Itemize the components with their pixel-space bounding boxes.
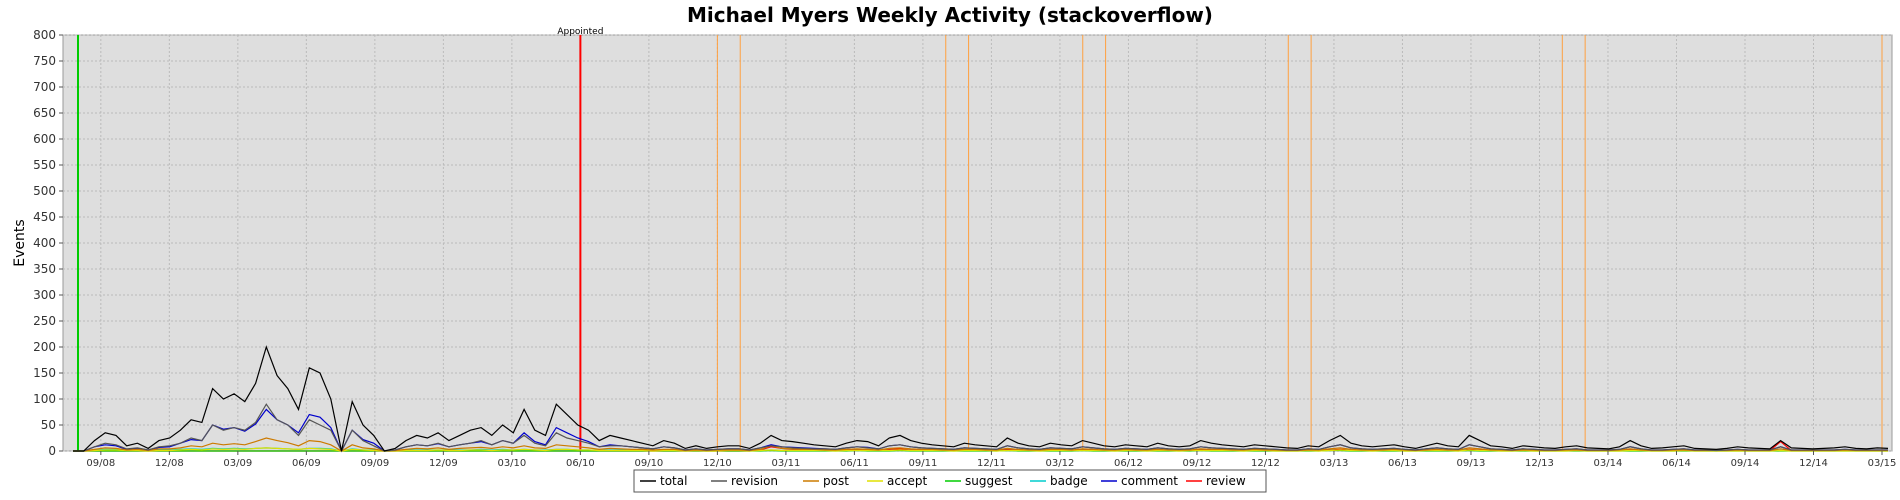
x-axis-ticks: 09/08 12/08 03/09 06/09 09/09 12/09 03/10 06/10… bbox=[86, 451, 1896, 469]
y-tick-label: 200 bbox=[33, 340, 56, 354]
y-tick-label: 650 bbox=[33, 106, 56, 120]
legend-label-accept: accept bbox=[887, 474, 928, 488]
x-tick-label: 06/14 bbox=[1662, 458, 1691, 469]
x-tick-label: 06/11 bbox=[840, 458, 869, 469]
x-tick-label: 06/10 bbox=[566, 458, 595, 469]
y-axis-ticks: 0 50 100 150 200 250 300 350 400 450 500 550 600 650 7… bbox=[33, 28, 63, 458]
x-tick-label: 03/12 bbox=[1046, 458, 1075, 469]
legend: total revision post accept suggest badge comme… bbox=[633, 469, 1267, 493]
y-tick-label: 100 bbox=[33, 392, 56, 406]
legend-label-review: review bbox=[1206, 474, 1246, 488]
y-tick-label: 800 bbox=[33, 28, 56, 42]
x-tick-label: 12/14 bbox=[1799, 458, 1828, 469]
x-tick-label: 09/13 bbox=[1457, 458, 1486, 469]
y-tick-label: 600 bbox=[33, 132, 56, 146]
x-tick-label: 03/10 bbox=[497, 458, 526, 469]
y-tick-label: 150 bbox=[33, 366, 56, 380]
x-tick-label: 06/09 bbox=[292, 458, 321, 469]
x-tick-label: 06/13 bbox=[1388, 458, 1417, 469]
x-tick-label: 09/08 bbox=[86, 458, 115, 469]
y-tick-label: 450 bbox=[33, 210, 56, 224]
legend-label-suggest: suggest bbox=[965, 474, 1013, 488]
x-tick-label: 03/14 bbox=[1594, 458, 1623, 469]
x-tick-label: 03/15 bbox=[1868, 458, 1897, 469]
x-tick-label: 03/09 bbox=[223, 458, 252, 469]
x-tick-label: 09/10 bbox=[634, 458, 663, 469]
legend-label-badge: badge bbox=[1050, 474, 1088, 488]
y-tick-label: 250 bbox=[33, 314, 56, 328]
legend-label-revision: revision bbox=[731, 474, 778, 488]
y-tick-label: 50 bbox=[41, 418, 56, 432]
y-tick-label: 500 bbox=[33, 184, 56, 198]
y-tick-label: 300 bbox=[33, 288, 56, 302]
x-tick-label: 06/12 bbox=[1114, 458, 1143, 469]
y-tick-label: 350 bbox=[33, 262, 56, 276]
y-tick-label: 0 bbox=[48, 444, 56, 458]
series-line-revision bbox=[73, 403, 1888, 453]
x-tick-label: 09/12 bbox=[1183, 458, 1212, 469]
legend-label-post: post bbox=[823, 474, 849, 488]
y-tick-label: 550 bbox=[33, 158, 56, 172]
x-tick-label: 03/13 bbox=[1320, 458, 1349, 469]
x-tick-label: 12/08 bbox=[155, 458, 184, 469]
legend-label-total: total bbox=[660, 474, 687, 488]
series-lines bbox=[73, 345, 1889, 453]
chart-title: Michael Myers Weekly Activity (stackover… bbox=[687, 3, 1213, 27]
series-line-total bbox=[73, 345, 1889, 452]
y-tick-label: 750 bbox=[33, 54, 56, 68]
x-tick-label: 12/12 bbox=[1251, 458, 1280, 469]
annotation-label: Appointed bbox=[557, 27, 603, 37]
x-tick-label: 09/09 bbox=[360, 458, 389, 469]
x-tick-label: 12/11 bbox=[977, 458, 1006, 469]
x-tick-label: 12/09 bbox=[429, 458, 458, 469]
x-tick-label: 03/11 bbox=[771, 458, 800, 469]
x-tick-label: 09/14 bbox=[1731, 458, 1760, 469]
y-axis-label: Events bbox=[12, 219, 28, 266]
event-marker-lines: Appointed bbox=[77, 27, 1883, 451]
x-tick-label: 12/13 bbox=[1525, 458, 1554, 469]
x-tick-label: 09/11 bbox=[908, 458, 937, 469]
legend-label-comment: comment bbox=[1121, 474, 1178, 488]
x-tick-label: 12/10 bbox=[703, 458, 732, 469]
plot-area bbox=[62, 34, 1893, 452]
y-tick-label: 700 bbox=[33, 80, 56, 94]
y-tick-label: 400 bbox=[33, 236, 56, 250]
grid-lines bbox=[63, 34, 1892, 452]
